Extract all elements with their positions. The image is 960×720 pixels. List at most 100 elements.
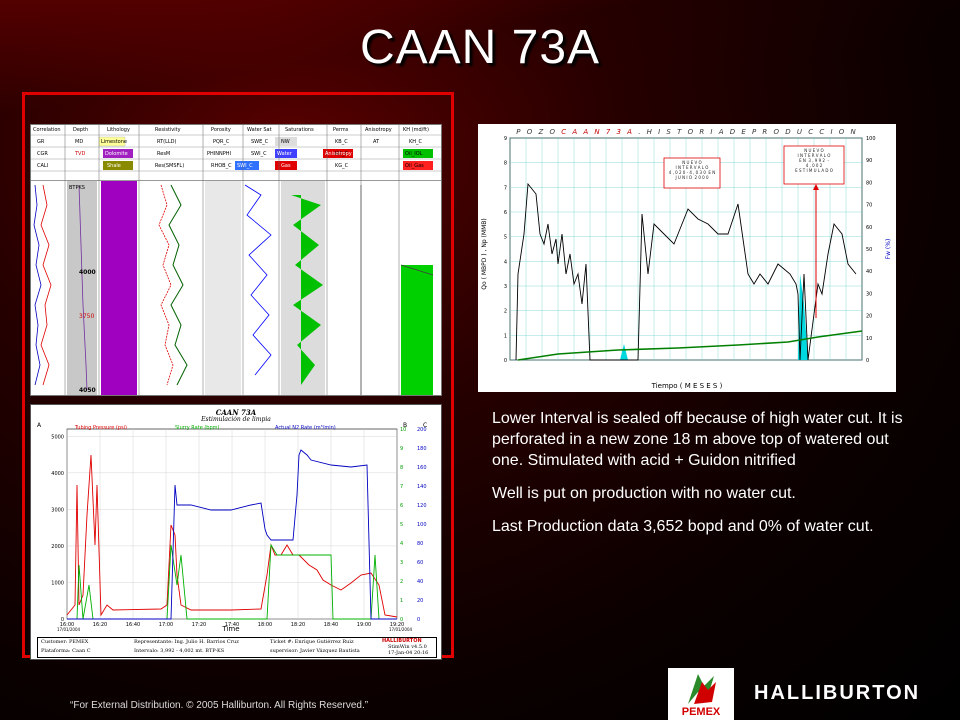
log-r2-5: SWI_C xyxy=(251,151,267,157)
log-r2-0: CGR xyxy=(37,151,48,157)
log-r2-9: Oil_IOL xyxy=(405,151,423,157)
log-depth-3750: 3750 xyxy=(79,313,95,320)
stim-xtick: 18:40 xyxy=(324,622,338,628)
stim-y2tick: 7 xyxy=(400,484,403,490)
stim-y3tick: 160 xyxy=(417,465,427,471)
stim-y3tick: 180 xyxy=(417,446,427,452)
history-title-prefix: P O Z O xyxy=(516,128,562,136)
history-y2tick: 20 xyxy=(866,314,872,320)
stim-y2tick: 6 xyxy=(400,503,403,509)
log-r3-0: CALI xyxy=(37,163,49,169)
log-r2-7: KO_C xyxy=(335,151,348,157)
history-annotation-2-text: N U E V O I N T E R V A L O E N 3 , 9 9 … xyxy=(795,148,833,173)
stim-footer: Customer: PEMEX Plataforma: Caan C Repre… xyxy=(37,637,437,658)
stim-title: CAAN 73A xyxy=(215,408,257,417)
history-annotation-1: N U E V O I N T E R V A L O 4 , 0 2 0 - … xyxy=(664,160,720,180)
history-annotation-1-text: N U E V O I N T E R V A L O 4 , 0 2 0 - … xyxy=(668,160,716,180)
log-r1-5: SWE_C xyxy=(251,139,269,145)
stim-xlabel: Time xyxy=(221,625,239,633)
history-y2tick: 70 xyxy=(866,203,872,209)
log-header-8: Anisotropy xyxy=(365,127,392,133)
footer-customer: Customer: PEMEX xyxy=(41,639,89,645)
stim-x-date-end: 17/01/2004 xyxy=(389,627,413,632)
log-r1-9: KH_C xyxy=(409,139,423,145)
stim-xtick: 18:00 xyxy=(258,622,272,628)
history-y2tick: 10 xyxy=(866,336,872,342)
stim-x-date-start: 17/01/2004 xyxy=(57,627,81,632)
stim-xtick: 16:40 xyxy=(126,622,140,628)
copyright-notice: “For External Distribution. © 2005 Halli… xyxy=(70,700,369,711)
history-y2tick: 0 xyxy=(866,358,869,364)
history-ytick: 0 xyxy=(504,358,507,364)
stim-xtick: 17:00 xyxy=(159,622,173,628)
history-annotation-2: N U E V O I N T E R V A L O E N 3 , 9 9 … xyxy=(784,148,844,173)
stim-ytick: 0 xyxy=(61,617,64,623)
stim-legend-pressure: Tubing Pressure (psi) xyxy=(75,425,127,431)
stim-xtick: 19:20 xyxy=(390,622,404,628)
stim-y2tick: 0 xyxy=(400,617,403,623)
log-r3-4: RHOB_C xyxy=(211,163,232,169)
history-y2label: Fw (%) xyxy=(885,239,892,260)
stim-y3tick: 60 xyxy=(417,560,423,566)
history-ytick: 8 xyxy=(504,161,507,167)
pemex-logo-text: PEMEX xyxy=(681,706,721,718)
footer-rep: Representante: Ing. Julio H. Barrios Cru… xyxy=(134,639,239,645)
footer-platform: Plataforma: Caan C xyxy=(41,648,91,654)
history-ytick: 5 xyxy=(504,235,507,241)
stim-xtick: 16:20 xyxy=(93,622,107,628)
history-ytick: 3 xyxy=(504,284,507,290)
stim-xtick: 18:20 xyxy=(291,622,305,628)
history-title-well: C A A N 7 3 A xyxy=(561,128,634,136)
history-ytick: 6 xyxy=(504,210,507,216)
footer-date: 17-Jan-04 20:16 xyxy=(388,650,429,656)
stim-y3tick: 100 xyxy=(417,522,427,528)
log-r3-9: Oil_Gas xyxy=(405,163,424,169)
log-r2-4: PHINNPHI xyxy=(207,151,231,157)
history-title: P O Z O C A A N 7 3 A . H I S T O R I A … xyxy=(478,128,896,136)
stim-y2tick: 3 xyxy=(400,560,403,566)
history-y2tick: 30 xyxy=(866,291,872,297)
history-ytick: 1 xyxy=(504,333,507,339)
history-plot: 0 1 2 3 4 5 6 7 8 9 0 10 20 30 40 50 60 70 80 90 100 Qo ( M… xyxy=(481,136,892,390)
stim-y2tick: 8 xyxy=(400,465,403,471)
log-r3-6: Gas xyxy=(281,163,291,169)
footer-supervisor: supervisor: Javier Vázquez Bautista xyxy=(270,648,360,654)
stim-y2tick: 5 xyxy=(400,522,403,528)
footer-version: StimWin v4.5.0 xyxy=(388,644,427,650)
history-xlabel: Tiempo ( M E S E S ) xyxy=(651,382,723,390)
stim-y2tick: 2 xyxy=(400,579,403,585)
stim-ytick: 3000 xyxy=(51,507,64,513)
log-r3-2: Shale xyxy=(107,163,121,169)
history-ytick: 4 xyxy=(504,259,507,265)
stim-legend-n2: Actual N2 Rate (m³/min) xyxy=(275,425,336,431)
pemex-logo: PEMEX xyxy=(668,668,734,720)
stim-y2tick: 1 xyxy=(400,598,403,604)
stim-y3tick: 200 xyxy=(417,427,427,433)
well-log-graphic xyxy=(31,125,441,395)
history-y2tick: 50 xyxy=(866,247,872,253)
log-r1-7: KB_C xyxy=(335,139,348,145)
footer-ticket: Ticket #: Enrique Gutiérrez Ruiz xyxy=(270,639,354,645)
log-header-4: Porosity xyxy=(211,127,231,133)
stim-xtick: 19:00 xyxy=(357,622,371,628)
log-r3-7: KG_C xyxy=(335,163,349,169)
stim-y2tick: 10 xyxy=(400,427,406,433)
stim-xtick: 17:20 xyxy=(192,622,206,628)
background-swoosh xyxy=(0,0,960,120)
history-y2tick: 40 xyxy=(866,269,872,275)
stim-legend: Tubing Pressure (psi) Slurry Rate (bpm) … xyxy=(71,425,397,433)
bullet-1: Lower Interval is sealed off because of … xyxy=(492,410,903,469)
stim-plot: 0 1000 2000 3000 4000 5000 0 1 2 3 4 5 6 7 8 9 10 0 20 40… xyxy=(37,422,427,633)
stim-ytick: 1000 xyxy=(51,580,64,586)
log-header-5: Water Sat xyxy=(247,127,272,133)
history-y2tick: 90 xyxy=(866,158,872,164)
log-header-9: KH (md/ft) xyxy=(403,127,429,133)
log-r1-6: NW xyxy=(281,139,290,145)
stim-subtitle: Estimulación de limpia xyxy=(201,416,271,423)
log-r3-3: Res(SMSFL) xyxy=(155,163,185,169)
log-header-6: Saturations xyxy=(285,127,314,133)
svg-text:B: B xyxy=(403,422,407,429)
history-ytick: 7 xyxy=(504,185,507,191)
stim-y2tick: 4 xyxy=(400,541,403,547)
stim-y3tick: 40 xyxy=(417,579,423,585)
